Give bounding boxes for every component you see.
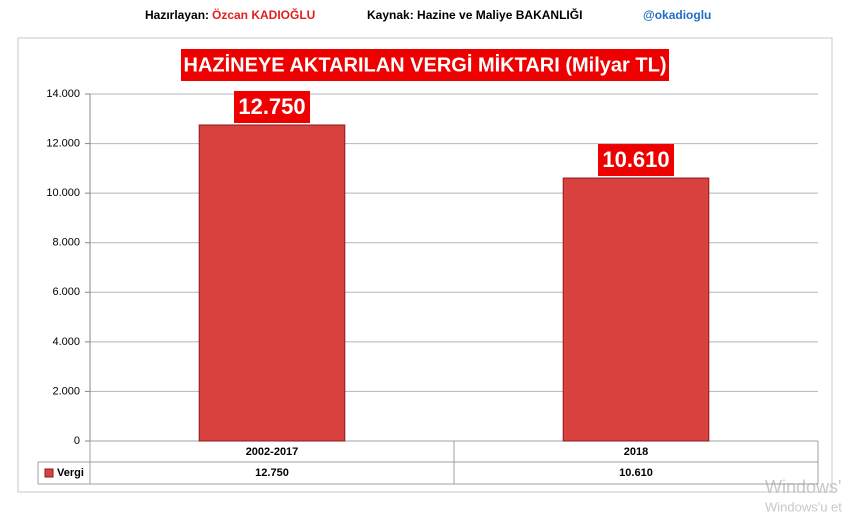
- chart-frame: [17, 37, 833, 493]
- header-handle: @okadioglu: [643, 8, 711, 22]
- header-source: Kaynak: Hazine ve Maliye BAKANLIĞI: [367, 7, 582, 22]
- bar: [562, 177, 710, 442]
- data-label: 12.750: [238, 94, 305, 119]
- x-tick-label: 2018: [624, 446, 648, 458]
- data-label-box: [234, 90, 310, 123]
- legend-key: [44, 468, 54, 478]
- y-tick-label: 2.000: [52, 385, 80, 397]
- y-tick-label: 8.000: [52, 237, 80, 249]
- bar: [198, 124, 346, 442]
- y-tick-label: 14.000: [46, 88, 80, 100]
- y-tick-label: 0: [74, 435, 80, 447]
- x-tick-label: 2002-2017: [246, 446, 299, 458]
- y-tick-label: 10.000: [46, 187, 80, 199]
- table-cell: 10.610: [619, 467, 653, 479]
- data-label-box: [598, 144, 674, 177]
- chart-title: HAZİNEYE AKTARILAN VERGİ MİKTARI (Milyar…: [184, 53, 667, 76]
- legend-label: Vergi: [57, 467, 84, 479]
- y-tick-label: 6.000: [52, 286, 80, 298]
- y-tick-label: 4.000: [52, 336, 80, 348]
- header-label: Hazırlayan:: [145, 8, 209, 22]
- watermark: Windows'u et: [765, 499, 842, 514]
- data-label: 10.610: [602, 147, 669, 172]
- header-name: Özcan KADIOĞLU: [212, 7, 315, 22]
- title-box: [181, 49, 669, 81]
- table-cell: 12.750: [255, 467, 289, 479]
- watermark: Windows': [765, 477, 841, 497]
- y-tick-label: 12.000: [46, 137, 80, 149]
